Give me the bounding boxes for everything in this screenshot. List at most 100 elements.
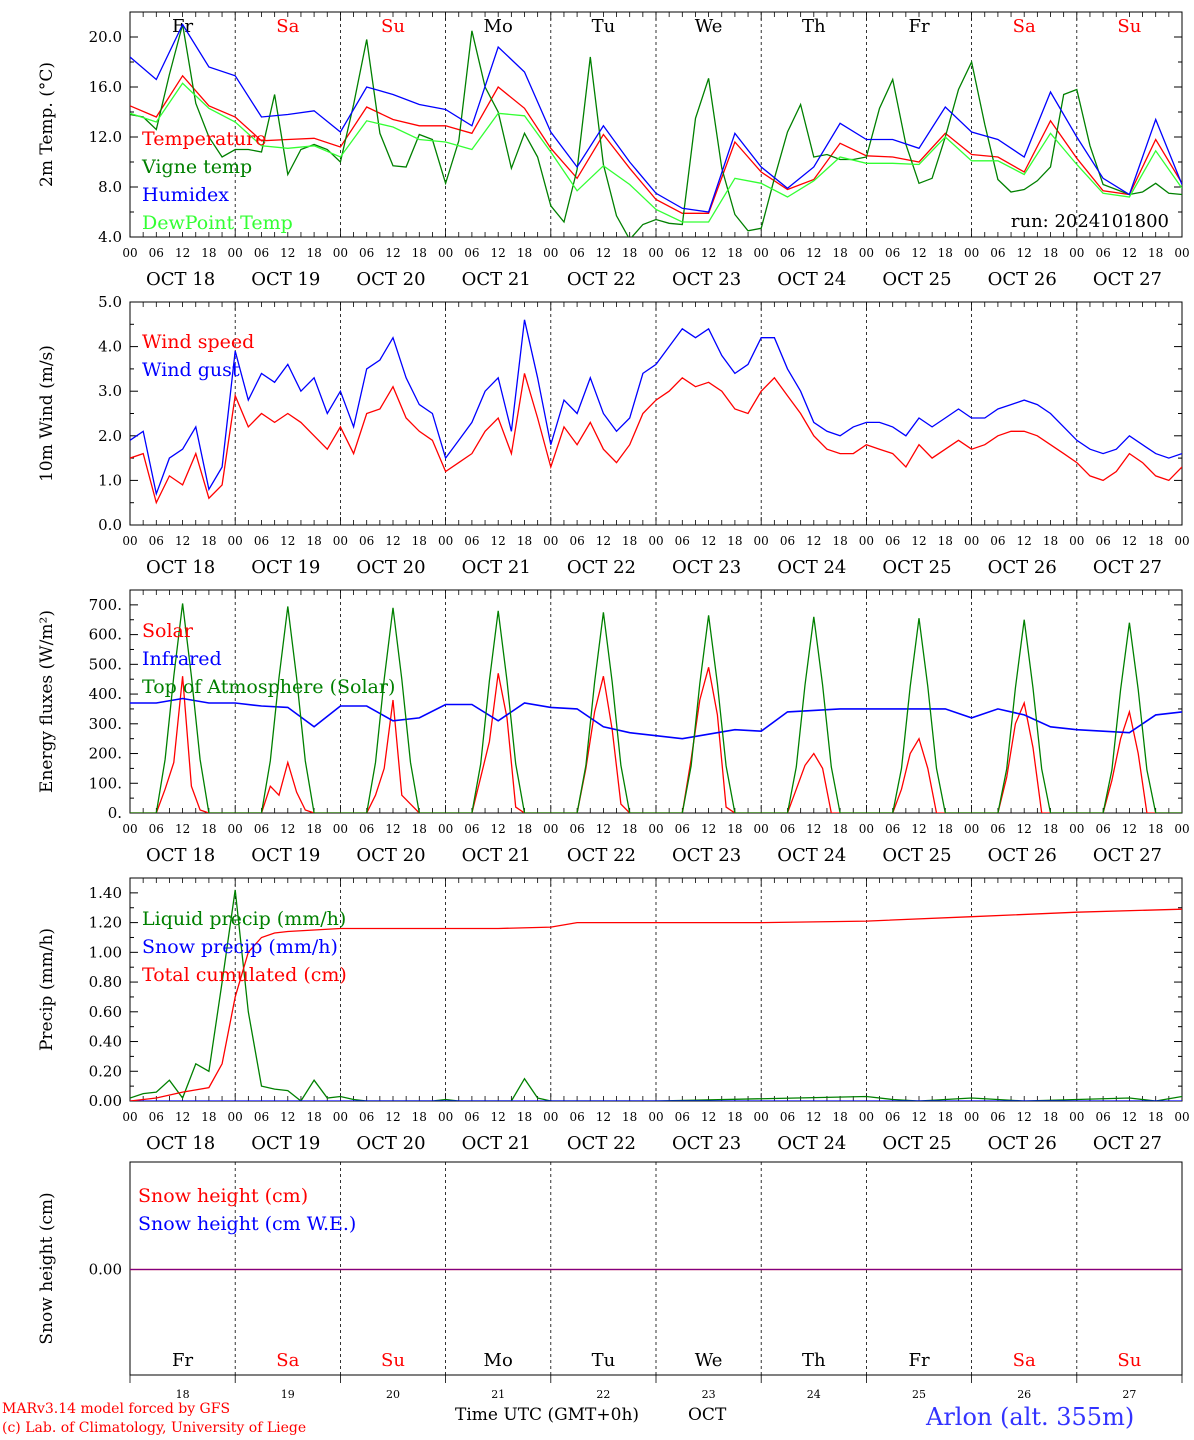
date-label: OCT 25: [882, 557, 951, 578]
hour-label: 00: [964, 246, 979, 260]
date-label: OCT 19: [251, 269, 320, 290]
hour-label: 00: [228, 534, 243, 548]
hour-label: 18: [832, 1110, 847, 1124]
hour-label: 12: [911, 534, 926, 548]
hour-label: 00: [228, 1110, 243, 1124]
series-line-0-0: [130, 74, 1182, 214]
weekday-label: We: [695, 16, 723, 37]
hour-label: 00: [122, 822, 137, 836]
hour-label: 06: [359, 1110, 374, 1124]
hour-label: 06: [359, 534, 374, 548]
hour-label: 06: [885, 822, 900, 836]
date-label: OCT 18: [146, 845, 215, 866]
hour-label: 00: [333, 1110, 348, 1124]
date-label: OCT 22: [567, 845, 636, 866]
legend-entry: Humidex: [142, 184, 229, 206]
date-label: OCT 20: [356, 845, 425, 866]
series-line-1-1: [130, 319, 1182, 497]
weekday-label: Fr: [172, 1350, 193, 1371]
series-line-2-1: [130, 697, 1182, 740]
hour-label: 06: [149, 534, 164, 548]
hour-label: 06: [1095, 534, 1110, 548]
hour-label: 06: [990, 246, 1005, 260]
hour-label: 12: [491, 534, 506, 548]
date-label: OCT 23: [672, 557, 741, 578]
hour-label: 00: [754, 1110, 769, 1124]
legend-entry: Total cumulated (cm): [142, 964, 347, 986]
day-number: 23: [702, 1388, 716, 1401]
series-line-3-2: [130, 908, 1182, 1101]
hour-label: 00: [1069, 822, 1084, 836]
hour-label: 12: [491, 1110, 506, 1124]
y-tick-label: 600.: [89, 626, 122, 644]
hour-label: 00: [543, 246, 558, 260]
day-number: 24: [807, 1388, 821, 1401]
hour-label: 06: [254, 822, 269, 836]
weekday-label: Mo: [484, 1350, 513, 1371]
hour-label: 06: [780, 1110, 795, 1124]
hour-label: 12: [280, 246, 295, 260]
hour-label: 18: [622, 246, 637, 260]
station-name: Arlon (alt. 355m): [926, 1403, 1135, 1431]
hour-label: 18: [306, 1110, 321, 1124]
hour-label: 18: [306, 246, 321, 260]
hour-label: 00: [648, 246, 663, 260]
y-tick-label: 0.: [108, 804, 122, 822]
hour-label: 12: [385, 822, 400, 836]
hour-label: 12: [175, 822, 190, 836]
date-label: OCT 21: [462, 269, 531, 290]
weekday-label: Tu: [592, 16, 616, 37]
y-tick-label: 4.0: [98, 228, 122, 246]
hour-label: 18: [412, 246, 427, 260]
hour-label: 18: [622, 822, 637, 836]
hour-label: 12: [701, 246, 716, 260]
hour-label: 06: [885, 246, 900, 260]
weekday-label: We: [695, 1350, 723, 1371]
date-label: OCT 26: [988, 1133, 1057, 1154]
legend-entry: Infrared: [142, 648, 222, 670]
weekday-label: Su: [1117, 1350, 1141, 1371]
hour-label: 12: [596, 822, 611, 836]
y-tick-label: 0.00: [89, 1092, 122, 1110]
hour-label: 06: [1095, 1110, 1110, 1124]
hour-label: 18: [201, 246, 216, 260]
date-label: OCT 18: [146, 557, 215, 578]
hour-label: 00: [859, 534, 874, 548]
hour-label: 12: [911, 1110, 926, 1124]
hour-label: 00: [964, 534, 979, 548]
day-number: 25: [912, 1388, 926, 1401]
date-label: OCT 26: [988, 269, 1057, 290]
hour-label: 00: [543, 534, 558, 548]
hour-label: 00: [1174, 1110, 1189, 1124]
date-label: OCT 20: [356, 557, 425, 578]
hour-label: 12: [596, 534, 611, 548]
hour-label: 06: [675, 822, 690, 836]
day-number: 18: [176, 1388, 190, 1401]
y-tick-label: 700.: [89, 596, 122, 614]
date-label: OCT 21: [462, 845, 531, 866]
date-label: OCT 24: [777, 557, 846, 578]
hour-label: 18: [201, 534, 216, 548]
hour-label: 12: [806, 1110, 821, 1124]
hour-label: 06: [885, 1110, 900, 1124]
day-number: 26: [1017, 1388, 1031, 1401]
day-number: 20: [386, 1388, 400, 1401]
hour-label: 12: [1122, 822, 1137, 836]
hour-label: 18: [412, 1110, 427, 1124]
hour-label: 18: [832, 534, 847, 548]
hour-label: 18: [412, 822, 427, 836]
hour-label: 00: [1174, 246, 1189, 260]
date-label: OCT 19: [251, 845, 320, 866]
date-label: OCT 27: [1093, 557, 1162, 578]
hour-label: 18: [1148, 822, 1163, 836]
hour-label: 12: [1122, 1110, 1137, 1124]
legend-entry: Snow precip (mm/h): [142, 936, 338, 958]
hour-label: 12: [1017, 246, 1032, 260]
hour-label: 18: [517, 534, 532, 548]
y-tick-label: 1.0: [98, 471, 122, 489]
hour-label: 06: [254, 246, 269, 260]
hour-label: 12: [385, 1110, 400, 1124]
series-line-2-2: [130, 603, 1182, 813]
x-axis-month: OCT: [688, 1405, 727, 1425]
hour-label: 18: [1043, 1110, 1058, 1124]
